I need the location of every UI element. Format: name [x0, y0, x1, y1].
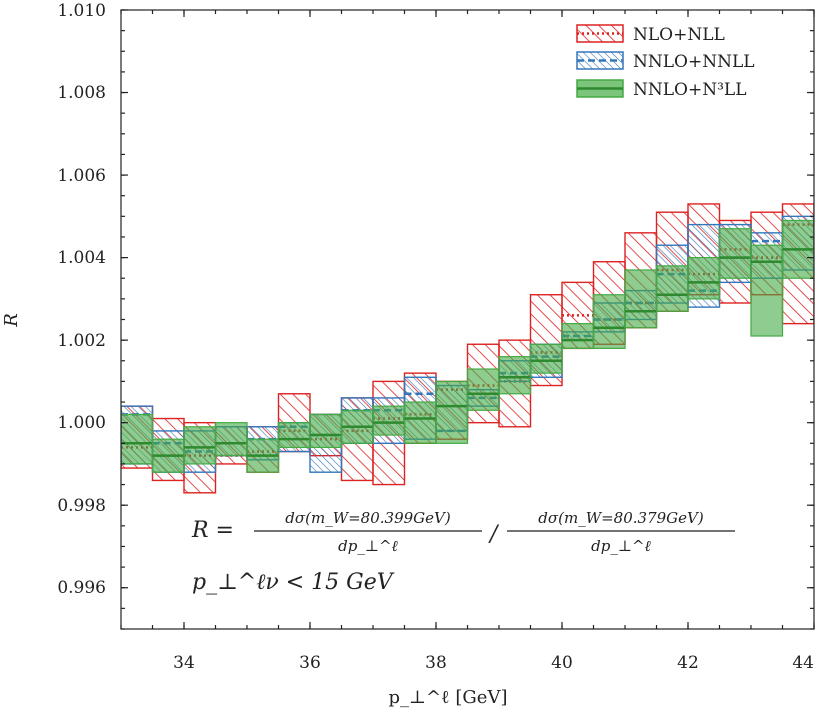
band-bin-2 [121, 413, 154, 465]
xtick-label: 40 [551, 653, 573, 673]
xtick-label: 42 [677, 653, 699, 673]
ratio-formula: R = dσ(m_W=80.399GeV) dp_⊥^ℓ / dσ(m_W=80… [191, 509, 735, 555]
ratio-lhs: R = [191, 518, 234, 543]
band-bin-2 [277, 422, 311, 449]
band-bin-2 [498, 356, 532, 395]
pt-cut-label: p_⊥^ℓν < 15 GeV [192, 570, 395, 595]
band-bin-2 [592, 294, 626, 349]
xtick-label: 38 [425, 653, 447, 673]
ytick-label: 1.004 [57, 248, 106, 268]
legend-entry-nlo-nll: NLO+NLL [576, 24, 725, 45]
legend-entry-nnlo-n3ll: NNLO+N³LL [576, 79, 747, 100]
ratio-denominator-2: dp_⊥^ℓ [591, 537, 651, 555]
ratio-slash: / [488, 522, 500, 547]
legend-label-nlo-nll: NLO+NLL [633, 25, 725, 45]
band-bin-2 [309, 413, 343, 449]
ytick-label: 0.998 [57, 496, 106, 516]
ytick-label: 1.006 [57, 166, 106, 186]
band-bin-2 [750, 244, 784, 337]
band-bin-2 [183, 426, 217, 465]
band-bin-2 [687, 257, 721, 300]
plot-area [121, 10, 814, 629]
y-axis-title: R [1, 313, 22, 328]
ytick-label: 1.010 [57, 1, 106, 21]
band-bin-2 [655, 265, 689, 312]
series-2 [121, 219, 814, 473]
band-bin-2 [466, 368, 500, 411]
ratio-numerator-1: dσ(m_W=80.399GeV) [285, 509, 451, 527]
xtick-label: 44 [792, 653, 814, 673]
xtick-label: 36 [299, 653, 321, 673]
band-bin-2 [624, 269, 658, 329]
band-bin-2 [403, 401, 437, 444]
ticks-layer [120, 9, 815, 630]
series-layer [121, 203, 814, 494]
band-bin-2 [718, 228, 752, 279]
ytick-label: 1.008 [57, 83, 106, 103]
legend-label-nnlo-nnll: NNLO+NNLL [633, 52, 755, 72]
ratio-numerator-2: dσ(m_W=80.379GeV) [538, 509, 704, 527]
band-bin-2 [435, 380, 469, 444]
legend: NLO+NLL NNLO+NNLL NNLO+N³LL [576, 24, 755, 100]
ytick-label: 1.002 [57, 331, 106, 351]
ytick-label: 0.996 [57, 578, 106, 598]
band-bin-2 [214, 422, 248, 457]
ratio-denominator-1: dp_⊥^ℓ [338, 537, 398, 555]
xtick-label: 34 [173, 653, 195, 673]
legend-entry-nnlo-nnll: NNLO+NNLL [576, 51, 755, 72]
band-bin-2 [561, 323, 595, 349]
x-axis-title: p_⊥^ℓ [GeV] [389, 687, 508, 708]
ytick-label: 1.000 [57, 413, 106, 433]
band-bin-2 [372, 405, 406, 436]
legend-label-nnlo-n3ll: NNLO+N³LL [633, 80, 747, 100]
band-bin-2 [529, 343, 563, 374]
